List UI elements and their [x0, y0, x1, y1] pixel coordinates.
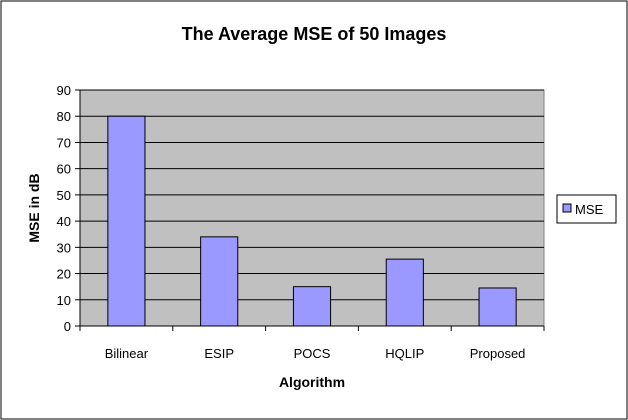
x-tick-label: Bilinear [105, 346, 149, 361]
bar-pocs [292, 286, 332, 327]
x-tick-label: POCS [294, 346, 331, 361]
y-tick-label: 0 [64, 319, 71, 334]
y-tick-label: 50 [57, 188, 71, 203]
bar-proposed [478, 287, 517, 327]
y-tick-label: 80 [57, 109, 71, 124]
y-tick-labels: 0 10 20 30 40 50 60 70 80 90 [57, 83, 71, 334]
bar-esip [200, 236, 239, 327]
y-tick-label: 10 [57, 293, 71, 308]
axes [75, 89, 545, 331]
x-tick-label: HQLIP [385, 346, 424, 361]
bar-bilinear [107, 115, 146, 327]
x-axis-title: Algorithm [279, 374, 345, 390]
y-tick-label: 30 [57, 240, 71, 255]
y-tick-label: 70 [57, 135, 71, 150]
bar-hqlip [385, 258, 424, 327]
legend: MSE [556, 194, 617, 224]
y-tick-label: 20 [57, 267, 71, 282]
x-tick-label: Proposed [470, 346, 526, 361]
legend-swatch [562, 203, 572, 213]
bars [107, 115, 517, 327]
x-tick-labels: Bilinear ESIP POCS HQLIP Proposed [105, 346, 526, 361]
y-tick-label: 60 [57, 162, 71, 177]
y-tick-label: 90 [57, 83, 71, 98]
legend-box [556, 194, 617, 224]
gridlines [80, 89, 544, 301]
chart-title: The Average MSE of 50 Images [182, 24, 447, 44]
y-axis-title: MSE in dB [26, 173, 42, 242]
legend-label-mse: MSE [575, 202, 604, 217]
y-tick-label: 40 [57, 214, 71, 229]
x-tick-label: ESIP [204, 346, 234, 361]
